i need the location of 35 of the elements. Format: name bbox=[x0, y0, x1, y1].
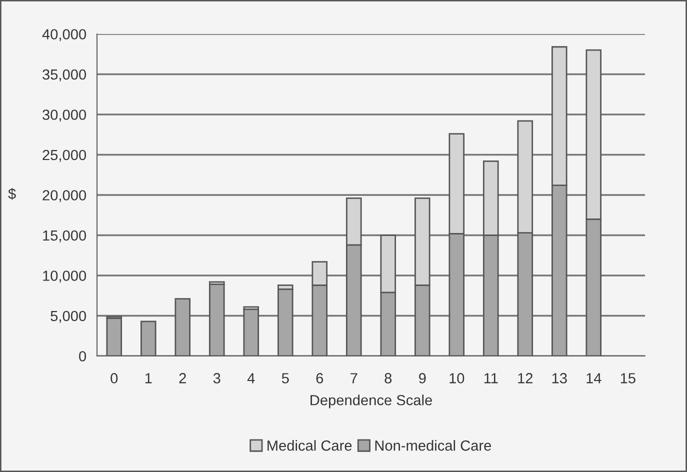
x-tick-label: 3 bbox=[213, 373, 220, 384]
y-tick-label: 0 bbox=[79, 351, 86, 362]
x-tick-label: 5 bbox=[282, 373, 289, 384]
bar bbox=[106, 317, 122, 356]
bar bbox=[243, 308, 260, 356]
y-tick-label: 5,000 bbox=[50, 310, 86, 323]
x-tick-label: 6 bbox=[316, 373, 324, 384]
bar bbox=[208, 284, 225, 356]
x-tick-label: 7 bbox=[350, 373, 358, 384]
x-tick-label: 14 bbox=[586, 373, 602, 384]
x-tick-label: 8 bbox=[384, 373, 392, 384]
bar bbox=[174, 298, 191, 356]
y-tick-label: 35,000 bbox=[42, 69, 86, 82]
y-tick-label: 15,000 bbox=[43, 230, 86, 242]
x-tick-label: 4 bbox=[247, 373, 255, 384]
x-tick-label: 1 bbox=[145, 373, 152, 384]
x-tick-label: 0 bbox=[110, 373, 118, 384]
x-tick-label: 11 bbox=[484, 373, 498, 384]
x-tick-label: 15 bbox=[620, 373, 636, 384]
bar bbox=[140, 320, 156, 356]
bar bbox=[277, 288, 294, 356]
x-tick-label: 10 bbox=[450, 373, 464, 384]
y-tick-label: 30,000 bbox=[42, 110, 86, 122]
x-tick-label: 2 bbox=[179, 373, 186, 384]
y-tick-label: 10,000 bbox=[43, 270, 86, 283]
legend-label: Medical Care bbox=[268, 440, 352, 451]
y-tick-label: 25,000 bbox=[42, 150, 86, 162]
y-tick-label: 20,000 bbox=[42, 190, 86, 202]
y-tick-label: 40,000 bbox=[42, 29, 86, 42]
legend-label: Non-medical Care bbox=[375, 440, 492, 451]
x-tick-label: 12 bbox=[518, 373, 533, 384]
x-axis-title: Dependence Scale bbox=[310, 394, 432, 408]
x-tick-label: 9 bbox=[419, 373, 426, 384]
y-axis-title: $ bbox=[8, 188, 16, 200]
x-tick-label: 13 bbox=[552, 373, 567, 384]
